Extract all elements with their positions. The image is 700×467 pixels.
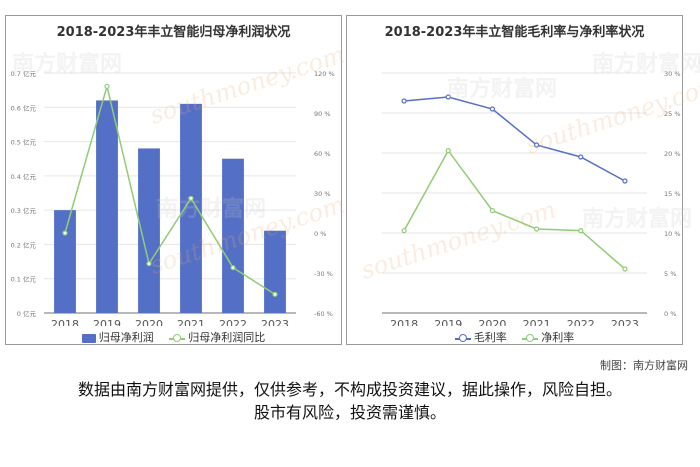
net-profit-chart: 0 亿元 0.1 亿元 0.2 亿元 0.3 亿元 0.4 亿元 0.5 亿元 0.6 亿元… [11, 69, 335, 326]
y-right-tick-label: 90 % [314, 110, 331, 118]
point [445, 148, 451, 154]
point [62, 230, 68, 236]
margin-chart-panel: 2018-2023年丰立智能毛利率与净利率状况 0 % 5 % 10 % 15 % 20… [346, 15, 700, 345]
point [401, 228, 407, 234]
bar [222, 158, 244, 313]
point [578, 228, 584, 234]
y-left-tick-label: 0 亿元 [17, 309, 37, 318]
y-right-tick-label: 0 % [664, 310, 676, 318]
point [445, 94, 451, 100]
legend-net-profit-yoy[interactable]: 归母净利润同比 [169, 329, 265, 345]
x-tick-label: 2021 [523, 318, 551, 326]
left-chart-legend: 归母净利润 归母净利润同比 [6, 329, 341, 345]
legend-net-margin[interactable]: 净利率 [522, 329, 574, 345]
point [146, 261, 152, 267]
legend-gross-margin-label: 毛利率 [473, 331, 507, 344]
right-chart-title: 2018-2023年丰立智能毛利率与净利率状况 [384, 25, 645, 40]
x-tick-label: 2019 [434, 318, 462, 326]
legend-net-profit-yoy-label: 归母净利润同比 [188, 331, 266, 344]
y-right-tick-label: 15 % [664, 190, 681, 198]
series-line-gross-margin [404, 96, 626, 182]
y-right-tick-label: 60 % [314, 150, 331, 158]
y-right-tick-label: -30 % [314, 270, 333, 278]
disclaimer-line-2: 股市有风险，投资需谨慎。 [253, 403, 446, 422]
point [489, 106, 496, 112]
chart-credit: 制图：南方财富网 [600, 359, 688, 372]
disclaimer-line-1: 数据由南方财富网提供，仅供参考，不构成投资建议，据此操作，风险自担。 [77, 380, 622, 399]
y-right-tick-label: 10 % [664, 230, 681, 238]
point [230, 265, 236, 271]
bar [264, 230, 286, 313]
series-line-net-profit-yoy [64, 83, 276, 295]
x-tick-label: 2023 [261, 318, 289, 326]
point [489, 208, 496, 214]
legend-net-margin-label: 净利率 [541, 331, 575, 344]
legend-net-profit-label: 归母净利润 [98, 331, 154, 344]
bar [138, 148, 160, 313]
y-right-tick-label: 0 % [314, 230, 326, 238]
y-right-tick-label: 120 % [314, 70, 335, 78]
right-chart-legend: 毛利率 净利率 [347, 329, 682, 345]
point [401, 98, 407, 104]
x-tick-label: 2020 [478, 318, 506, 326]
point [272, 291, 278, 297]
y-left-tick-label: 0.3 亿元 [11, 206, 37, 215]
legend-net-profit[interactable]: 归母净利润 [81, 329, 154, 345]
legend-line-swatch [169, 333, 186, 343]
point [533, 142, 540, 148]
y-right-tick-label: 5 % [664, 270, 676, 278]
point [622, 178, 628, 184]
y-right-tick-label: -60 % [314, 310, 333, 318]
y-left-tick-label: 0.4 亿元 [11, 172, 37, 181]
margin-chart: 0 % 5 % 10 % 15 % 20 % 25 % 30 % 2018 2019 2020 20… [382, 70, 681, 326]
bar [96, 100, 118, 313]
x-tick-label: 2022 [219, 318, 247, 326]
x-tick-label: 2023 [611, 318, 639, 326]
y-left-tick-label: 0.5 亿元 [11, 138, 37, 147]
y-left-tick-label: 0.1 亿元 [11, 275, 37, 284]
legend-bar-swatch [81, 333, 96, 343]
point [104, 83, 110, 89]
x-tick-label: 2018 [390, 318, 418, 326]
bar [54, 210, 76, 313]
y-left-tick-label: 0.6 亿元 [11, 103, 37, 112]
y-left-tick-label: 0.2 亿元 [11, 240, 37, 249]
y-right-tick-label: 30 % [314, 190, 331, 198]
y-right-tick-label: 30 % [664, 70, 681, 78]
y-right-tick-label: 25 % [664, 110, 681, 118]
y-left-tick-label: 0.7 亿元 [11, 69, 37, 78]
point [533, 226, 540, 232]
x-tick-label: 2022 [567, 318, 595, 326]
bar [180, 103, 202, 313]
point [188, 195, 194, 201]
net-profit-chart-panel: 2018-2023年丰立智能归母净利润状况 0 亿元 0.1 亿元 0.2 亿元 0.… [5, 15, 348, 345]
x-tick-label: 2018 [51, 318, 79, 326]
point [622, 266, 628, 272]
legend-gross-margin[interactable]: 毛利率 [454, 329, 507, 345]
y-right-tick-label: 20 % [664, 150, 681, 158]
x-tick-label: 2020 [135, 318, 163, 326]
legend-line-swatch [454, 333, 471, 343]
series-line-net-margin [403, 149, 626, 270]
x-tick-label: 2019 [93, 318, 121, 326]
legend-line-swatch [522, 333, 539, 343]
disclaimer: 数据由南方财富网提供，仅供参考，不构成投资建议，据此操作，风险自担。 股市有风险… [0, 378, 700, 424]
point [578, 154, 584, 160]
x-tick-label: 2021 [177, 318, 205, 326]
left-chart-title: 2018-2023年丰立智能归母净利润状况 [56, 25, 291, 40]
